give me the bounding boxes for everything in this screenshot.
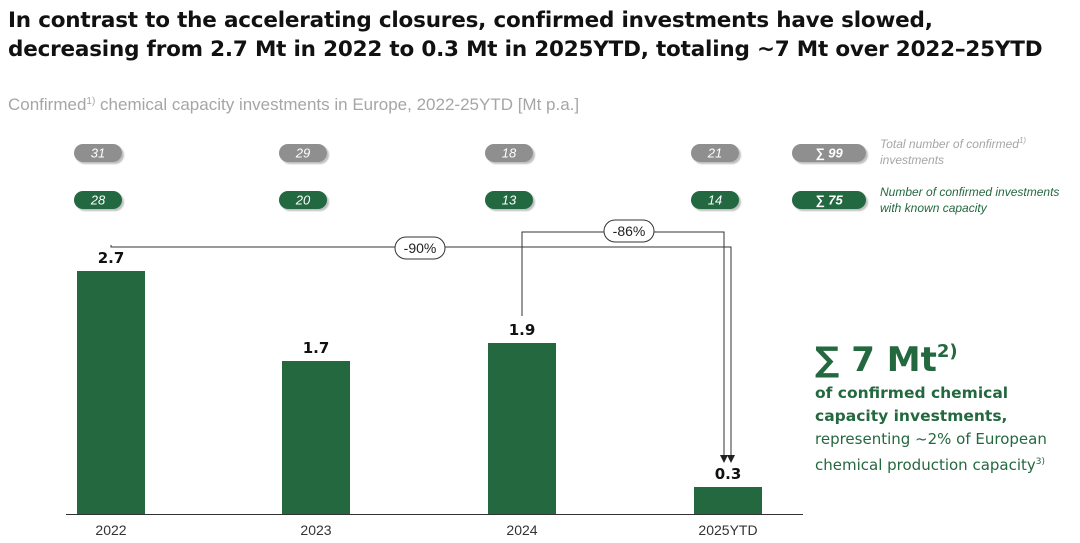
change-bubble-86 bbox=[603, 219, 655, 243]
summary-line-4-sup: 3) bbox=[1035, 457, 1046, 467]
total-investments-label-line1: Total number of confirmed bbox=[880, 137, 1019, 151]
known-capacity-pill-shape bbox=[691, 191, 739, 209]
summary-line-3: representing ~2% of European bbox=[815, 430, 1047, 448]
total-investments-pill-label: 29 bbox=[295, 146, 310, 161]
x-tick-label: 2025YTD bbox=[698, 522, 757, 538]
known-capacity-row: 28 20 13 14 ∑ 75 bbox=[74, 191, 866, 209]
known-capacity-pill-label: 14 bbox=[708, 193, 722, 208]
title-line-1: In contrast to the accelerating closures… bbox=[8, 8, 933, 33]
bar-value-label: 0.3 bbox=[715, 465, 742, 483]
known-capacity-pill-shape bbox=[485, 191, 533, 209]
total-investments-pill-label: 21 bbox=[707, 146, 722, 161]
summary-line-4: chemical production capacity3) bbox=[815, 451, 1077, 477]
summary-total-text: ∑ 7 Mt bbox=[815, 340, 937, 380]
total-investments-pill: 29 bbox=[279, 144, 327, 162]
row-legend-labels: Total number of confirmed1) investments Nu… bbox=[880, 136, 1059, 215]
total-investments-label-line2: investments bbox=[880, 153, 944, 167]
change-connector-90 bbox=[110, 245, 735, 463]
change-label-86: -86% bbox=[613, 223, 646, 239]
total-investments-pill: 31 bbox=[74, 144, 122, 162]
known-capacity-pill-shape bbox=[74, 191, 122, 209]
known-capacity-sum-pill-label: ∑ 75 bbox=[815, 193, 843, 208]
x-tick-label: 2024 bbox=[506, 522, 537, 538]
x-tick-label: 2023 bbox=[300, 522, 331, 538]
total-investments-pill-shape bbox=[74, 144, 122, 162]
bar-2025YTD bbox=[694, 487, 762, 514]
x-axis: 2022 2023 2024 2025YTD bbox=[66, 514, 803, 538]
total-investments-pill-label: 18 bbox=[502, 146, 517, 161]
summary-total-sup: 2) bbox=[936, 341, 958, 362]
total-investments-pill: 21 bbox=[691, 144, 739, 162]
change-bubble-90 bbox=[394, 236, 446, 260]
total-investments-label-sup: 1) bbox=[1019, 136, 1026, 145]
summary-total: ∑ 7 Mt2) bbox=[815, 330, 1077, 382]
known-capacity-label-line2: with known capacity bbox=[880, 201, 988, 215]
total-investments-pill-shape bbox=[691, 144, 739, 162]
bar-2024 bbox=[488, 343, 556, 514]
known-capacity-sum-pill: ∑ 75 bbox=[792, 191, 866, 209]
subtitle-text-b: chemical capacity investments in Europe,… bbox=[95, 95, 580, 114]
bar-2022 bbox=[77, 271, 145, 514]
summary-bold-line-2: capacity investments, bbox=[815, 407, 1008, 425]
total-investments-sum-pill: ∑ 99 bbox=[792, 144, 866, 162]
total-investments-pill-shape bbox=[279, 144, 327, 162]
known-capacity-pill-label: 20 bbox=[295, 193, 311, 208]
total-investments-pill: 18 bbox=[485, 144, 533, 162]
x-tick-label: 2022 bbox=[95, 522, 126, 538]
subtitle-text-a: Confirmed bbox=[8, 95, 87, 114]
total-investments-sum-pill-label: ∑ 99 bbox=[815, 146, 843, 161]
bar-2023 bbox=[282, 361, 350, 514]
summary-bold-line-1: of confirmed chemical bbox=[815, 384, 1009, 402]
known-capacity-pill-shape bbox=[279, 191, 327, 209]
known-capacity-pill-label: 28 bbox=[90, 193, 106, 208]
subtitle-footnote: 1) bbox=[86, 96, 96, 107]
summary-callout: ∑ 7 Mt2) of confirmed chemical capacity … bbox=[815, 330, 1077, 477]
change-annotations: -90% -86% bbox=[110, 219, 735, 463]
total-investments-sum-pill-shape bbox=[792, 144, 866, 162]
chart-subtitle: Confirmed1) chemical capacity investment… bbox=[8, 95, 579, 115]
known-capacity-pill: 13 bbox=[485, 191, 533, 209]
known-capacity-pill: 20 bbox=[279, 191, 327, 209]
known-capacity-pill: 14 bbox=[691, 191, 739, 209]
summary-line-4-text: chemical production capacity bbox=[815, 456, 1036, 474]
known-capacity-pill-label: 13 bbox=[502, 193, 517, 208]
bars-group: 2.7 1.7 1.9 0.3 bbox=[77, 249, 762, 514]
title-line-2: decreasing from 2.7 Mt in 2022 to 0.3 Mt… bbox=[8, 37, 1043, 62]
change-label-90: -90% bbox=[404, 240, 437, 256]
total-investments-label: Total number of confirmed1) bbox=[880, 136, 1026, 151]
bar-value-label: 1.7 bbox=[303, 339, 330, 357]
known-capacity-pill: 28 bbox=[74, 191, 122, 209]
total-investments-pill-label: 31 bbox=[91, 146, 105, 161]
bar-value-label: 2.7 bbox=[98, 249, 125, 267]
total-investments-pill-shape bbox=[485, 144, 533, 162]
bar-value-label: 1.9 bbox=[509, 321, 536, 339]
known-capacity-sum-pill-shape bbox=[792, 191, 866, 209]
known-capacity-label-line1: Number of confirmed investments bbox=[880, 185, 1059, 199]
total-investments-row: 31 29 18 21 ∑ 99 bbox=[74, 144, 866, 162]
page-title: In contrast to the accelerating closures… bbox=[8, 6, 1076, 64]
